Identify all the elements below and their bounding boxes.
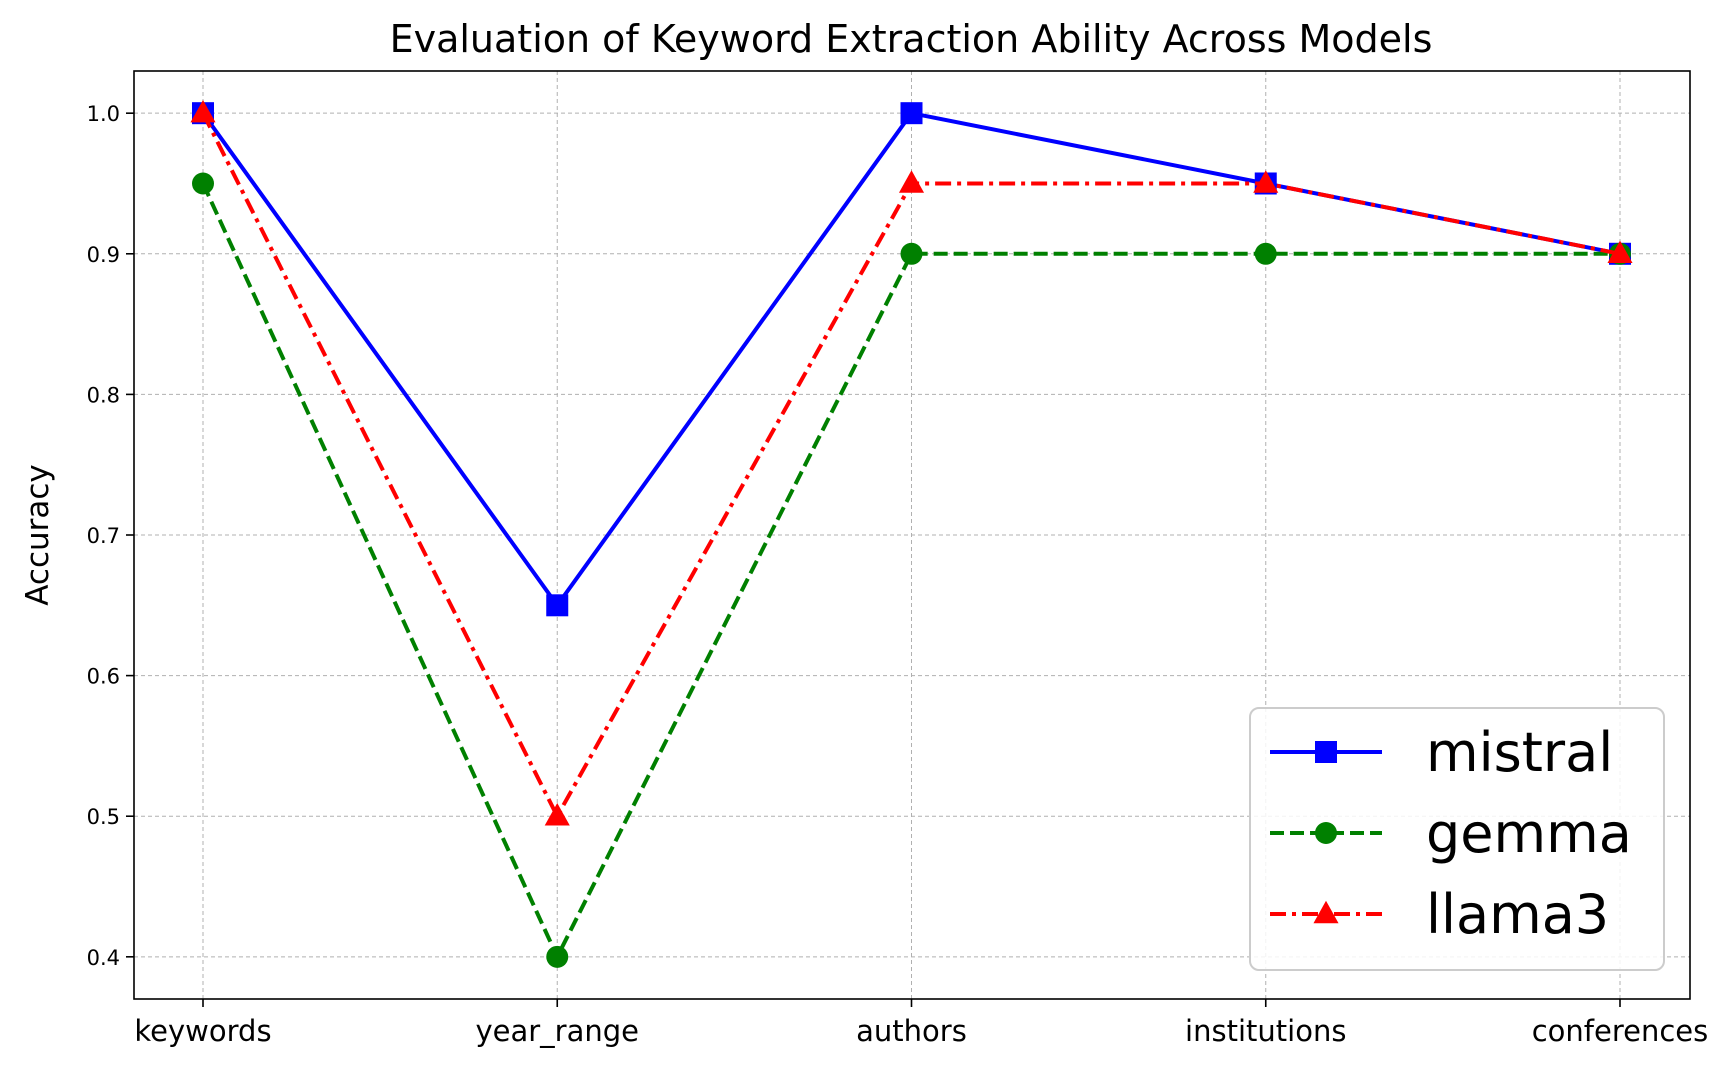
data-point-llama3	[190, 99, 216, 123]
data-point-gemma	[900, 242, 923, 265]
data-point-gemma	[546, 945, 569, 968]
series-line-gemma	[201, 182, 1620, 959]
legend: mistral gemma llama3	[1249, 707, 1665, 971]
y-tick-label: 0.6	[87, 665, 120, 689]
y-tick-label: 0.9	[87, 243, 120, 267]
x-tick-label: keywords	[134, 1014, 271, 1048]
y-tick-label: 0.5	[87, 805, 120, 829]
data-point-llama3	[544, 803, 570, 826]
chart-title: Evaluation of Keyword Extraction Ability…	[390, 17, 1433, 61]
data-point-llama3	[898, 170, 925, 193]
series-layer	[190, 99, 1633, 968]
x-tick-label: institutions	[1185, 1014, 1346, 1048]
y-axis-label: Accuracy	[20, 464, 56, 606]
x-tick-label: authors	[856, 1014, 967, 1048]
series-llama3	[190, 99, 1633, 826]
legend-items: mistral gemma llama3	[1270, 721, 1632, 946]
y-tick-label: 1.0	[87, 102, 120, 126]
legend-label-gemma: gemma	[1426, 802, 1632, 865]
legend-marker-mistral	[1315, 741, 1337, 763]
data-point-mistral	[546, 594, 569, 617]
legend-label-llama3: llama3	[1426, 883, 1609, 946]
legend-label-mistral: mistral	[1426, 721, 1613, 784]
data-point-gemma	[1254, 242, 1277, 265]
y-tick-label: 0.4	[87, 946, 120, 970]
y-tick-label: 0.8	[87, 383, 120, 407]
legend-box	[1249, 707, 1665, 971]
x-tick-label: conferences	[1532, 1014, 1709, 1048]
ticks-layer: 0.4 0.5 0.6 0.7 0.8 0.9 1.0 keywords year_range a…	[87, 102, 1709, 1048]
legend-marker-llama3	[1313, 900, 1339, 924]
data-point-gemma	[192, 172, 214, 195]
x-tick-label: year_range	[475, 1014, 639, 1048]
legend-marker-gemma	[1315, 822, 1337, 844]
legend-item-gemma: gemma	[1270, 802, 1632, 865]
legend-item-mistral: mistral	[1270, 721, 1613, 784]
data-point-llama3	[1253, 170, 1279, 193]
legend-item-llama3: llama3	[1270, 883, 1609, 946]
y-tick-label: 0.7	[87, 524, 120, 548]
data-point-llama3	[1607, 240, 1633, 264]
data-point-mistral	[900, 102, 923, 125]
